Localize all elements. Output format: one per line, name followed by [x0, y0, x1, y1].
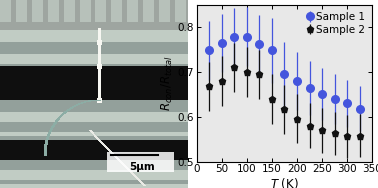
Y-axis label: $R_{con}/R_{total}$: $R_{con}/R_{total}$	[160, 55, 175, 111]
Text: 5μm: 5μm	[129, 162, 155, 172]
X-axis label: $T$ (K): $T$ (K)	[270, 176, 299, 188]
Bar	[107, 152, 174, 172]
Legend: Sample 1, Sample 2: Sample 1, Sample 2	[306, 10, 367, 37]
